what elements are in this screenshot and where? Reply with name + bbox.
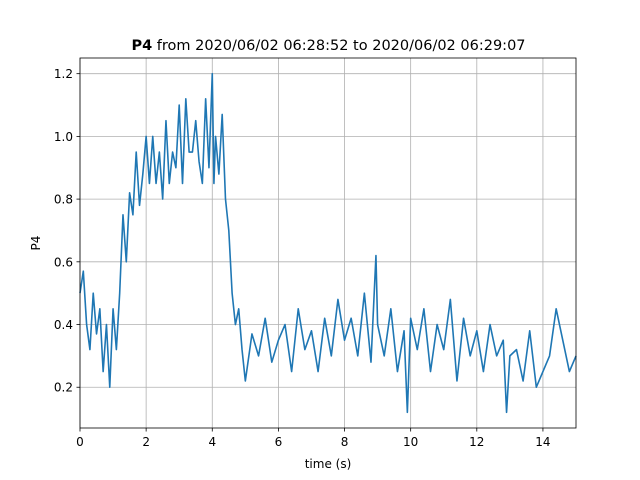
y-tick-label: 0.2 [54, 381, 73, 395]
x-tick-label: 0 [76, 435, 84, 449]
x-tick-label: 4 [208, 435, 216, 449]
x-axis-ticks: 0 2 4 6 8 10 12 14 [76, 428, 551, 449]
x-tick-label: 14 [535, 435, 550, 449]
series-line [79, 72, 577, 414]
x-tick-label: 8 [341, 435, 349, 449]
y-axis-label: P4 [29, 236, 43, 251]
x-tick-label: 10 [403, 435, 418, 449]
chart-title: P4 from 2020/06/02 06:28:52 to 2020/06/0… [131, 38, 525, 54]
x-tick-label: 2 [142, 435, 150, 449]
x-tick-label: 6 [275, 435, 283, 449]
x-tick-label: 12 [469, 435, 484, 449]
y-tick-label: 0.8 [54, 193, 73, 207]
y-axis-ticks: 0.2 0.4 0.6 0.8 1.0 1.2 [54, 67, 80, 395]
y-tick-label: 1.2 [54, 67, 73, 81]
y-tick-label: 0.6 [54, 255, 73, 269]
chart-title-rest: from 2020/06/02 06:28:52 to 2020/06/02 0… [152, 38, 525, 54]
y-tick-label: 0.4 [54, 318, 73, 332]
plot-frame [79, 57, 577, 429]
grid [79, 58, 576, 428]
chart-title-bold: P4 [131, 38, 152, 54]
x-axis-label: time (s) [305, 457, 352, 471]
y-tick-label: 1.0 [54, 130, 73, 144]
